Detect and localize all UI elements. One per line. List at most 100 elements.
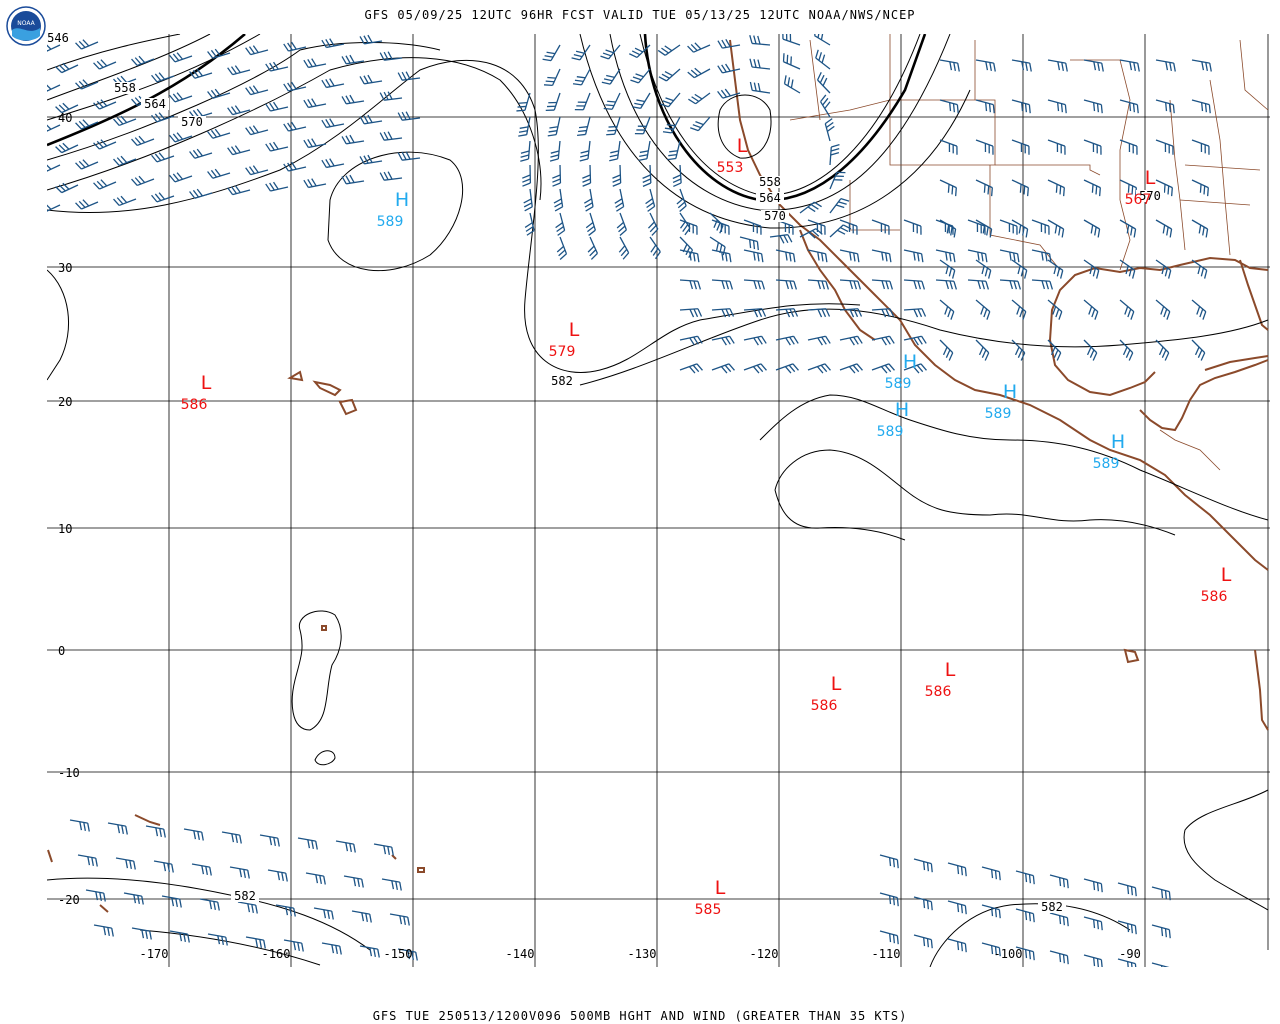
wind-barb xyxy=(1119,59,1140,72)
wind-barb xyxy=(775,308,799,318)
wind-barb xyxy=(267,869,288,882)
wind-barb xyxy=(1031,249,1052,263)
contour-labels: 546 558 564 570 558 564 570 570 582 582 582 xyxy=(44,31,1164,914)
lat-lon-grid xyxy=(47,34,1270,967)
low-center: L 585 xyxy=(695,877,726,918)
wind-barb xyxy=(207,128,231,139)
wind-barb xyxy=(799,201,822,214)
wind-barb xyxy=(975,59,996,72)
wind-barb xyxy=(660,92,681,108)
wind-barbs xyxy=(47,34,1212,967)
low-center: L 553 xyxy=(717,135,748,176)
wind-barb xyxy=(55,102,79,114)
high-symbol: H xyxy=(1003,381,1017,403)
longitude-label: -100 xyxy=(994,947,1023,961)
wind-barb xyxy=(397,948,418,961)
wind-barb xyxy=(283,81,307,92)
wind-barb xyxy=(1119,99,1139,114)
wind-barb xyxy=(807,219,826,235)
wind-barb xyxy=(799,228,823,239)
wind-barb xyxy=(169,92,193,103)
wind-barb xyxy=(245,125,269,136)
wind-barb xyxy=(221,831,242,844)
contour-label: 558 xyxy=(114,81,136,95)
low-symbol: L xyxy=(569,319,580,341)
wind-barb xyxy=(516,92,531,112)
wind-barb xyxy=(77,854,98,867)
wind-barb xyxy=(207,88,231,99)
latitude-label: -10 xyxy=(58,766,80,780)
wind-barb xyxy=(341,174,365,185)
wind-barb xyxy=(169,132,193,143)
wind-barb xyxy=(523,188,533,212)
wind-barb xyxy=(303,138,327,149)
wind-barb xyxy=(1083,339,1098,361)
wind-barb xyxy=(379,171,403,181)
wind-barb xyxy=(265,141,289,152)
wind-barb xyxy=(359,34,383,45)
wind-barb xyxy=(629,44,651,59)
wind-barb xyxy=(227,145,251,156)
latitude-label: 20 xyxy=(58,395,72,409)
wind-barb xyxy=(1015,870,1035,885)
wind-barb xyxy=(1155,259,1172,279)
wind-barb xyxy=(1047,259,1064,279)
wind-barb xyxy=(1119,299,1135,320)
axis-labels: 40 30 20 10 0 -10 -20 -170 -160 -150 -140 -130 -120 -… xyxy=(58,111,1141,961)
longitude-label: -160 xyxy=(262,947,291,961)
wind-barb xyxy=(359,114,383,125)
wind-barb xyxy=(283,939,304,952)
wind-barb xyxy=(871,308,895,318)
wind-barb xyxy=(717,39,741,49)
wind-barb xyxy=(227,65,251,76)
wind-barb xyxy=(227,185,251,196)
wind-barb xyxy=(1191,299,1207,320)
wind-barb xyxy=(341,134,365,145)
wind-barb xyxy=(207,933,228,946)
wind-barb xyxy=(981,904,1001,919)
latitude-label: 40 xyxy=(58,111,72,125)
wind-barb xyxy=(189,148,213,159)
wind-barb xyxy=(303,98,327,109)
wind-barb xyxy=(1155,99,1175,114)
wind-barb xyxy=(807,279,830,290)
low-value: 567 xyxy=(1125,192,1152,208)
wind-barb xyxy=(275,904,296,917)
pressure-centers: H 589 H 589 H 589 H 589 H 589 L 553 L 567 L 579 L 586 L 586… xyxy=(181,135,1232,918)
wind-barb xyxy=(1049,912,1069,927)
wind-barb xyxy=(75,199,99,210)
wind-barb xyxy=(975,99,995,114)
wind-barb xyxy=(321,158,345,169)
wind-barb xyxy=(1083,179,1101,197)
map-caption: GFS TUE 250513/1200V096 500MB HGHT AND W… xyxy=(372,1009,908,1023)
wind-barb xyxy=(679,249,700,263)
wind-barb xyxy=(1047,339,1062,361)
wind-barb xyxy=(75,39,99,50)
wind-barb xyxy=(552,164,562,187)
wind-barb xyxy=(520,140,531,162)
wind-barb xyxy=(939,179,957,197)
wind-barb xyxy=(967,249,988,263)
wind-barb xyxy=(975,139,994,155)
high-symbol: H xyxy=(395,189,409,211)
wind-barb xyxy=(634,116,651,135)
wind-barb xyxy=(556,236,568,260)
longitude-label: -140 xyxy=(506,947,535,961)
wind-barb xyxy=(612,164,622,187)
wind-barb xyxy=(711,335,735,346)
wind-barb xyxy=(1155,299,1171,320)
wind-barb xyxy=(543,68,561,87)
wind-barb xyxy=(1011,219,1029,238)
low-symbol: L xyxy=(1145,167,1156,189)
wind-barb xyxy=(947,862,967,877)
wind-barb xyxy=(782,34,801,46)
wind-barb xyxy=(199,898,220,911)
wind-barb xyxy=(630,68,651,84)
wind-barb xyxy=(981,942,1001,957)
wind-barb xyxy=(672,164,682,188)
wind-barb xyxy=(871,219,890,235)
wind-barb xyxy=(807,363,831,374)
wind-barb xyxy=(335,840,356,853)
wind-barb xyxy=(1047,99,1067,114)
wind-barb xyxy=(649,236,661,260)
